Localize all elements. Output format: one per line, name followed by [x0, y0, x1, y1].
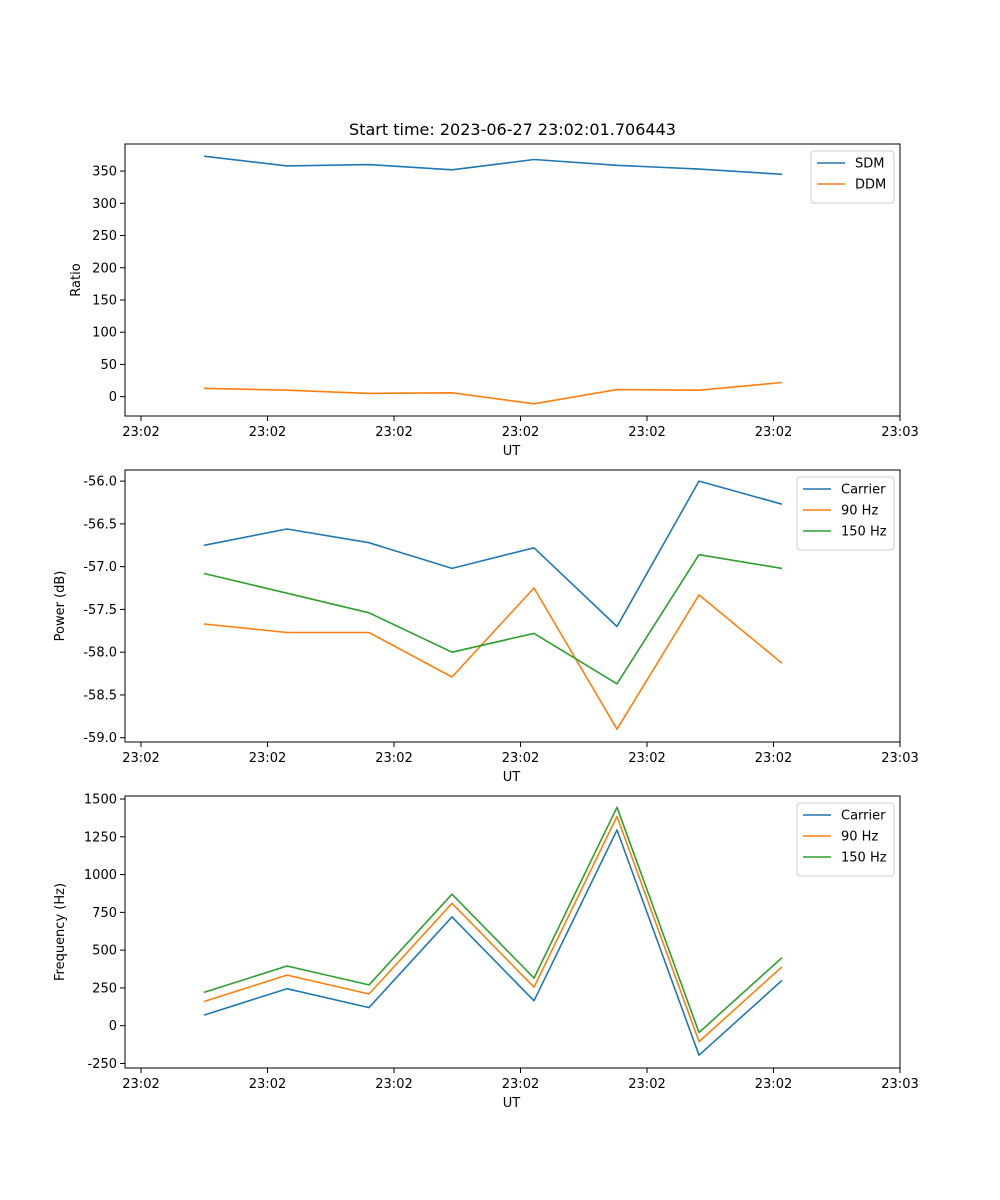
y-tick-label: 750 — [92, 906, 117, 921]
legend: SDM DDM — [810, 150, 895, 204]
y-tick-label: -58.0 — [83, 646, 117, 661]
y-tick-label: -57.5 — [83, 603, 117, 618]
subplot-1: Start time: 2023-06-27 23:02:01.706443 23… — [69, 120, 919, 459]
x-tick-label: 23:02 — [375, 1077, 412, 1092]
x-tick-label: 23:02 — [502, 1077, 539, 1092]
x-tick-label: 23:02 — [122, 425, 159, 440]
y-tick-label: 150 — [92, 293, 117, 308]
legend-label: 150 Hz — [841, 525, 887, 540]
x-tick-label: 23:02 — [755, 1077, 792, 1092]
y-tick-label: -57.0 — [83, 560, 117, 575]
y-axis-label: Power (dB) — [53, 571, 68, 642]
plot-frame — [124, 143, 901, 417]
x-tick-label: 23:03 — [881, 751, 918, 766]
x-tick-label: 23:02 — [249, 425, 286, 440]
x-tick-label: 23:02 — [375, 751, 412, 766]
subplot-2: 23:02 23:02 23:02 23:02 23:02 23:02 23:03 -59.0… — [53, 469, 919, 785]
y-tick-label: 50 — [100, 358, 117, 373]
y-tick-label: 0 — [109, 1019, 117, 1034]
series-line-carrier — [203, 829, 783, 1056]
x-tick-label: 23:02 — [249, 751, 286, 766]
x-axis-label: UT — [503, 444, 521, 459]
series-line-90-hz — [203, 815, 783, 1043]
chart-title: Start time: 2023-06-27 23:02:01.706443 — [349, 120, 676, 139]
y-tick-label: -58.5 — [83, 688, 117, 703]
x-tick-label: 23:02 — [122, 751, 159, 766]
plot-frame — [124, 795, 901, 1069]
y-tick-label: 1250 — [84, 830, 117, 845]
legend-label: Carrier — [841, 809, 886, 824]
x-tick-label: 23:02 — [249, 1077, 286, 1092]
x-tick-label: 23:02 — [502, 425, 539, 440]
series-line-150-hz — [203, 553, 783, 685]
legend-label: SDM — [855, 157, 884, 172]
legend-label: Carrier — [841, 483, 886, 498]
y-axis-label: Frequency (Hz) — [53, 883, 68, 981]
x-tick-label: 23:02 — [628, 1077, 665, 1092]
y-tick-label: 300 — [92, 197, 117, 212]
plot-frame — [124, 469, 901, 743]
legend: Carrier 90 Hz 150 Hz — [796, 802, 895, 877]
y-tick-label: 0 — [109, 390, 117, 405]
y-tick-label: 100 — [92, 326, 117, 341]
y-tick-label: 250 — [92, 981, 117, 996]
series-line-150-hz — [203, 806, 783, 1034]
y-tick-label: -250 — [87, 1057, 117, 1072]
x-tick-label: 23:03 — [881, 425, 918, 440]
y-tick-label: 1000 — [84, 868, 117, 883]
legend: Carrier 90 Hz 150 Hz — [796, 476, 895, 551]
legend-label: DDM — [855, 178, 886, 193]
legend-label: 90 Hz — [841, 830, 878, 845]
y-tick-label: 250 — [92, 229, 117, 244]
y-tick-label: 200 — [92, 261, 117, 276]
y-tick-label: -59.0 — [83, 731, 117, 746]
x-tick-label: 23:02 — [122, 1077, 159, 1092]
x-tick-label: 23:02 — [755, 751, 792, 766]
series-line-ddm — [203, 381, 783, 405]
y-tick-label: -56.0 — [83, 475, 117, 490]
series-line-90-hz — [203, 587, 783, 731]
y-tick-label: 500 — [92, 944, 117, 959]
y-tick-label: 350 — [92, 165, 117, 180]
legend-box — [810, 150, 895, 204]
legend-label: 90 Hz — [841, 504, 878, 519]
y-axis-label: Ratio — [69, 263, 84, 296]
x-tick-label: 23:02 — [628, 425, 665, 440]
x-tick-label: 23:02 — [502, 751, 539, 766]
x-tick-label: 23:02 — [628, 751, 665, 766]
y-tick-label: -56.5 — [83, 517, 117, 532]
x-tick-label: 23:02 — [755, 425, 792, 440]
x-tick-label: 23:03 — [881, 1077, 918, 1092]
subplot-3: 23:02 23:02 23:02 23:02 23:02 23:02 23:03 -250 0… — [53, 793, 919, 1111]
x-axis-label: UT — [503, 1096, 521, 1111]
x-axis-label: UT — [503, 770, 521, 785]
x-tick-label: 23:02 — [375, 425, 412, 440]
legend-label: 150 Hz — [841, 851, 887, 866]
series-line-carrier — [203, 480, 783, 628]
y-tick-label: 1500 — [84, 793, 117, 808]
series-line-sdm — [203, 155, 783, 176]
